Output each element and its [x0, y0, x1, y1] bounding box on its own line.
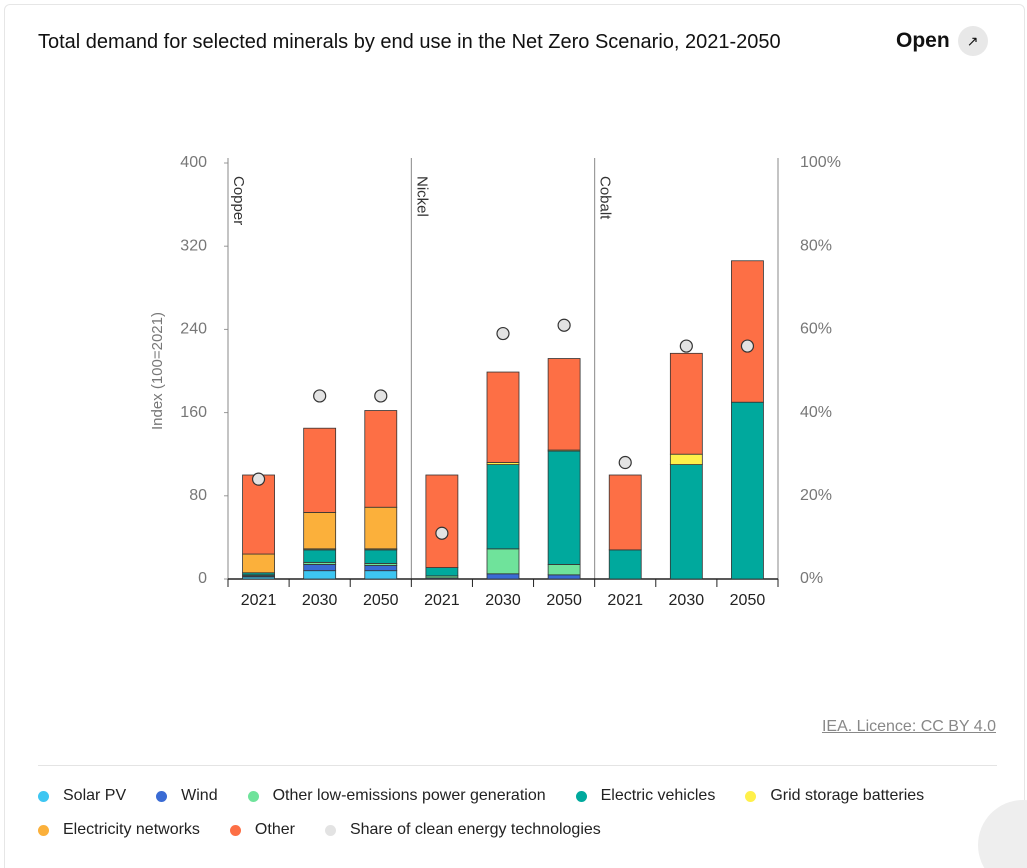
- y2-tick-label: 100%: [800, 154, 841, 171]
- x-tick-label: 2021: [424, 592, 460, 609]
- legend-item[interactable]: Wind: [156, 786, 218, 806]
- bar-segment: [364, 410, 398, 508]
- legend-swatch: [156, 790, 168, 802]
- y-tick-label: 0: [198, 570, 207, 587]
- y-tick-label: 400: [180, 154, 207, 171]
- legend-item[interactable]: Share of clean energy technologies: [324, 820, 601, 840]
- separator: [38, 765, 997, 766]
- bar-segment: [608, 474, 642, 551]
- legend-item[interactable]: Other: [229, 820, 295, 840]
- legend: Solar PV Wind Other low-emissions power ge…: [38, 786, 978, 840]
- share-dot: [496, 326, 510, 341]
- legend-item[interactable]: Electricity networks: [38, 820, 200, 840]
- bar-segment: [486, 548, 520, 575]
- x-tick-label: 2050: [730, 592, 766, 609]
- legend-label[interactable]: Electricity networks: [63, 821, 200, 838]
- legend-swatch: [38, 824, 49, 836]
- group-label: Nickel: [413, 176, 430, 217]
- legend-swatch: [38, 790, 49, 802]
- bar-segment: [303, 427, 337, 513]
- legend-label[interactable]: Other low-emissions power generation: [272, 787, 546, 804]
- share-dot: [313, 389, 327, 403]
- legend-item[interactable]: Other low-emissions power generation: [247, 786, 546, 806]
- legend-swatch: [324, 824, 336, 836]
- x-tick-label: 2030: [302, 592, 338, 609]
- legend-label[interactable]: Electric vehicles: [600, 787, 716, 804]
- share-dot: [435, 526, 449, 540]
- legend-label[interactable]: Solar PV: [63, 787, 127, 804]
- legend-item[interactable]: Solar PV: [38, 786, 126, 806]
- x-tick-label: 2030: [485, 592, 521, 609]
- bar-segment: [608, 549, 642, 580]
- legend-label[interactable]: Other: [254, 821, 295, 838]
- legend-item[interactable]: Electric vehicles: [575, 786, 716, 806]
- bar-segment: [364, 570, 398, 580]
- x-tick-label: 2021: [607, 592, 643, 609]
- bar-segment: [242, 474, 275, 555]
- bar-segment: [669, 464, 703, 580]
- y2-tick-label: 80%: [800, 237, 832, 254]
- y2-tick-label: 40%: [800, 404, 832, 421]
- share-dot: [251, 472, 266, 486]
- open-button[interactable]: Open ↗: [896, 26, 988, 56]
- bar-segment: [731, 401, 764, 580]
- y-tick-label: 80: [189, 487, 207, 504]
- legend-label[interactable]: Share of clean energy technologies: [349, 821, 601, 838]
- bar-segment: [303, 549, 337, 563]
- y2-tick-label: 0%: [800, 570, 823, 587]
- legend-label[interactable]: Grid storage batteries: [770, 787, 925, 804]
- bar-segment: [547, 564, 581, 576]
- y-tick-label: 320: [180, 237, 207, 254]
- y2-tick-label: 20%: [800, 487, 832, 504]
- bar-segment: [547, 358, 581, 451]
- bar-segment: [547, 450, 581, 565]
- bar-segment: [425, 474, 459, 568]
- group-label: Cobalt: [597, 176, 614, 220]
- bar-segment: [425, 567, 459, 577]
- group-label: Copper: [230, 176, 247, 225]
- bar-segment: [486, 573, 520, 580]
- y-axis-label: Index (100=2021): [149, 312, 166, 430]
- legend-item[interactable]: Grid storage batteries: [745, 786, 924, 806]
- bar-segment: [669, 352, 703, 455]
- bar-segment: [486, 371, 520, 463]
- legend-label[interactable]: Wind: [181, 787, 218, 804]
- bar-segment: [547, 574, 581, 580]
- x-tick-label: 2050: [363, 592, 399, 609]
- bar-segment: [669, 453, 703, 466]
- share-dot: [679, 339, 693, 353]
- bar-segment: [303, 564, 337, 572]
- legend-swatch: [247, 790, 259, 802]
- bar-segment: [364, 506, 398, 550]
- legend-swatch: [745, 790, 757, 802]
- share-dot: [740, 339, 755, 353]
- open-icon[interactable]: ↗: [957, 26, 988, 56]
- bar-segment: [486, 464, 520, 550]
- bar-segment: [242, 553, 275, 574]
- chart-title: Total demand for selected minerals by en…: [38, 31, 781, 53]
- bar-segment: [364, 565, 398, 572]
- open-label[interactable]: Open: [896, 29, 950, 52]
- bar-segment: [303, 570, 337, 580]
- card: [4, 4, 1025, 868]
- bar-segment: [364, 549, 398, 564]
- y-tick-label: 160: [180, 404, 207, 421]
- x-tick-label: 2030: [669, 592, 705, 609]
- y-tick-label: 240: [180, 321, 207, 338]
- source-link[interactable]: IEA. Licence: CC BY 4.0: [821, 718, 996, 735]
- share-dot: [374, 389, 388, 403]
- x-tick-label: 2050: [546, 592, 582, 609]
- x-tick-label: 2021: [241, 592, 277, 609]
- bar-segment: [303, 512, 337, 550]
- y2-tick-label: 60%: [800, 321, 832, 338]
- share-dot: [618, 455, 632, 470]
- bar-segment: [731, 260, 764, 403]
- legend-swatch: [229, 824, 241, 836]
- share-dot: [557, 318, 571, 332]
- legend-swatch: [575, 790, 587, 802]
